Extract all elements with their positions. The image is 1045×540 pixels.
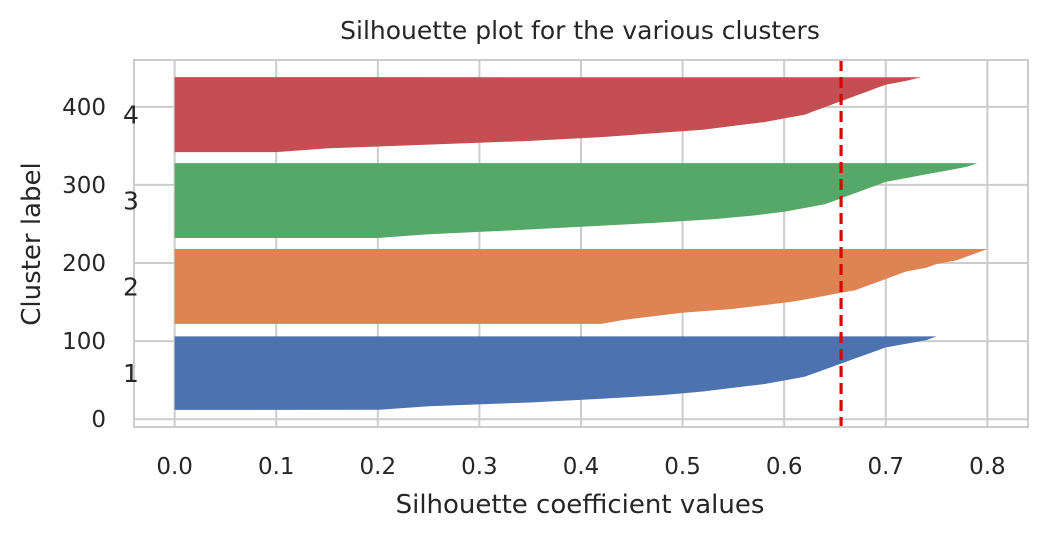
cluster-4-area — [174, 77, 922, 153]
cluster-3-area — [174, 163, 978, 239]
cluster-label: 4 — [123, 101, 139, 130]
chart-title: Silhouette plot for the various clusters — [340, 16, 820, 45]
cluster-areas — [174, 77, 988, 410]
x-tick-label: 0.1 — [258, 454, 295, 480]
cluster-1-area — [174, 336, 937, 410]
y-axis-title: Cluster label — [17, 162, 47, 325]
cluster-label: 1 — [123, 359, 139, 388]
x-axis-title: Silhouette coefficient values — [396, 490, 765, 520]
x-tick-labels: 0.0 0.1 0.2 0.3 0.4 0.5 0.6 0.7 0.8 — [156, 454, 1005, 480]
y-tick-label: 400 — [62, 95, 106, 121]
x-tick-label: 0.2 — [360, 454, 397, 480]
y-tick-label: 100 — [62, 329, 106, 355]
cluster-labels: 1 2 3 4 — [123, 101, 139, 388]
cluster-label: 2 — [123, 272, 139, 301]
x-tick-label: 0.3 — [461, 454, 498, 480]
plot-frame — [133, 59, 1029, 428]
x-tick-label: 0.8 — [969, 454, 1006, 480]
x-tick-label: 0.5 — [664, 454, 701, 480]
x-tick-label: 0.4 — [563, 454, 600, 480]
y-tick-labels: 0 100 200 300 400 — [62, 95, 106, 433]
y-tick-label: 300 — [62, 173, 106, 199]
x-tick-label: 0.7 — [867, 454, 904, 480]
x-tick-label: 0.6 — [766, 454, 803, 480]
x-tick-label: 0.0 — [156, 454, 193, 480]
y-tick-label: 0 — [91, 407, 106, 433]
cluster-2-area — [174, 248, 988, 324]
y-tick-label: 200 — [62, 251, 106, 277]
cluster-label: 3 — [123, 187, 139, 216]
